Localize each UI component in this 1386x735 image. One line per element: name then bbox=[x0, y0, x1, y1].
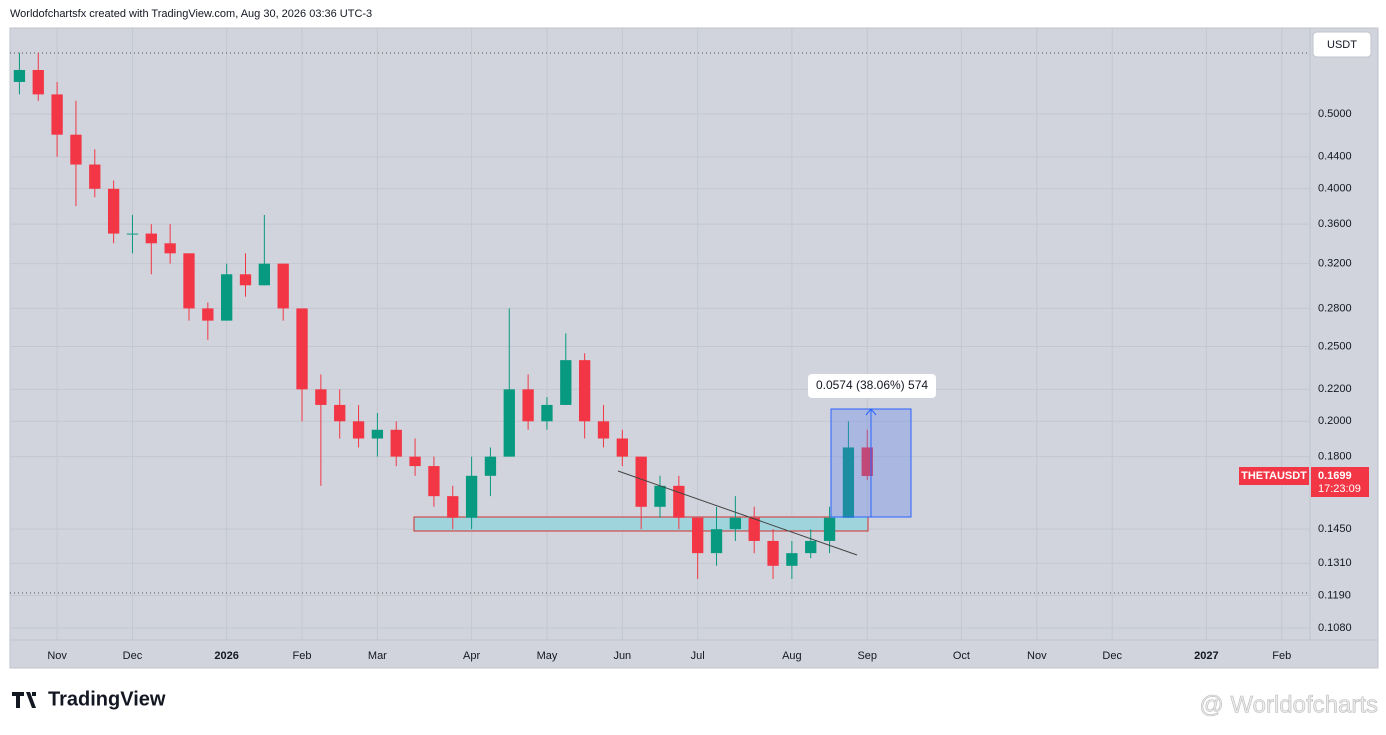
currency-button-label[interactable]: USDT bbox=[1327, 39, 1357, 51]
candle-body bbox=[541, 404, 553, 422]
candle-body bbox=[390, 429, 402, 457]
candle-body bbox=[126, 233, 139, 235]
candle-body bbox=[673, 485, 685, 518]
y-tick-label: 0.2200 bbox=[1318, 383, 1352, 395]
candle-body bbox=[13, 69, 26, 82]
x-tick-label: 2026 bbox=[214, 650, 238, 662]
candle-body bbox=[465, 475, 478, 518]
y-tick-label: 0.2500 bbox=[1318, 340, 1352, 352]
x-tick-label: 2027 bbox=[1194, 650, 1218, 662]
x-tick-label: Apr bbox=[463, 650, 480, 662]
candle-body bbox=[805, 540, 817, 554]
candle-body bbox=[484, 456, 497, 476]
candle-body bbox=[692, 517, 704, 554]
candle-body bbox=[32, 69, 44, 95]
x-tick-label: Mar bbox=[368, 650, 387, 662]
x-tick-label: Sep bbox=[857, 650, 877, 662]
candle-body bbox=[635, 456, 647, 507]
logo-text: TradingView bbox=[48, 688, 166, 710]
measure-arrowhead bbox=[865, 408, 877, 416]
candle-body bbox=[786, 553, 798, 566]
logo: TradingView bbox=[12, 688, 166, 710]
x-tick-label: Oct bbox=[953, 650, 970, 662]
candle-body bbox=[503, 389, 515, 457]
candle-body bbox=[183, 253, 195, 309]
x-tick-label: Nov bbox=[47, 650, 67, 662]
candle-body bbox=[748, 517, 760, 541]
x-tick-label: Feb bbox=[293, 650, 312, 662]
credit: Worldofchartsfx created with TradingView… bbox=[10, 8, 372, 20]
candle-body bbox=[710, 529, 723, 554]
candle-body bbox=[296, 308, 308, 390]
candle-body bbox=[371, 429, 384, 439]
candle-body bbox=[352, 421, 365, 439]
countdown: 17:23:09 bbox=[1318, 483, 1361, 495]
last-price-box bbox=[1311, 467, 1369, 498]
last-price-symbol: THETAUSDT bbox=[1241, 470, 1307, 482]
watermark: @ Worldofcharts bbox=[1199, 691, 1378, 718]
candle-body bbox=[409, 456, 421, 467]
candle-body bbox=[522, 389, 534, 422]
candle-body bbox=[861, 447, 873, 477]
candle-body bbox=[823, 517, 836, 541]
candle-body bbox=[239, 274, 252, 286]
y-tick-label: 0.1800 bbox=[1318, 451, 1352, 463]
y-tick-label: 0.4400 bbox=[1318, 151, 1352, 163]
candle-body bbox=[277, 263, 289, 309]
y-tick-label: 0.3200 bbox=[1318, 258, 1352, 270]
candle-body bbox=[51, 94, 63, 135]
x-tick-label: Aug bbox=[782, 650, 802, 662]
y-tick-label: 0.5000 bbox=[1318, 108, 1352, 120]
candle-body bbox=[334, 404, 346, 422]
x-tick-label: Nov bbox=[1027, 650, 1047, 662]
y-tick-label: 0.1310 bbox=[1318, 557, 1352, 569]
candle-body bbox=[164, 243, 176, 254]
trendline bbox=[617, 470, 858, 556]
logo-icon bbox=[12, 692, 36, 708]
y-tick-label: 0.1190 bbox=[1318, 589, 1351, 601]
y-tick-label: 0.4000 bbox=[1318, 183, 1352, 195]
candle-body bbox=[258, 263, 270, 286]
candles bbox=[13, 52, 873, 579]
candle-body bbox=[654, 485, 666, 507]
candle-body bbox=[578, 360, 591, 422]
x-tick-label: Jun bbox=[613, 650, 631, 662]
candle-body bbox=[70, 134, 82, 165]
currency-button[interactable] bbox=[1312, 31, 1372, 58]
axes: 0.5000 0.4400 0.4000 0.3600 0.3200 0.2800 0.25… bbox=[47, 108, 1369, 662]
last-price: 0.1699 bbox=[1318, 470, 1352, 482]
candle-body bbox=[616, 438, 628, 457]
candle-body bbox=[767, 540, 779, 566]
measure-label-box bbox=[808, 374, 936, 398]
candle-body bbox=[428, 466, 440, 497]
y-tick-label: 0.3600 bbox=[1318, 218, 1352, 230]
y-tick-label: 0.2800 bbox=[1318, 302, 1352, 314]
y-tick-label: 0.2000 bbox=[1318, 415, 1352, 427]
candle-body bbox=[315, 389, 327, 405]
candle-body bbox=[89, 164, 101, 189]
candle-body bbox=[107, 188, 120, 234]
x-tick-label: Feb bbox=[1272, 650, 1291, 662]
candle-body bbox=[447, 496, 459, 518]
candle-body bbox=[202, 308, 214, 321]
candle-body bbox=[729, 517, 742, 530]
y-tick-label: 0.1450 bbox=[1318, 523, 1352, 535]
x-tick-label: Dec bbox=[1102, 650, 1122, 662]
candle-body bbox=[842, 447, 855, 518]
candle-body bbox=[221, 274, 233, 321]
last-price-symbol-box bbox=[1239, 467, 1309, 486]
candle-body bbox=[597, 421, 610, 439]
chart-panel bbox=[9, 27, 1379, 669]
x-tick-label: Jul bbox=[691, 650, 705, 662]
y-tick-label: 0.1080 bbox=[1318, 622, 1352, 634]
measure-label: 0.0574 (38.06%) 574 bbox=[816, 378, 928, 392]
x-tick-label: Dec bbox=[123, 650, 143, 662]
candle-body bbox=[560, 360, 572, 405]
x-tick-label: May bbox=[537, 650, 558, 662]
candle-body bbox=[145, 233, 157, 244]
